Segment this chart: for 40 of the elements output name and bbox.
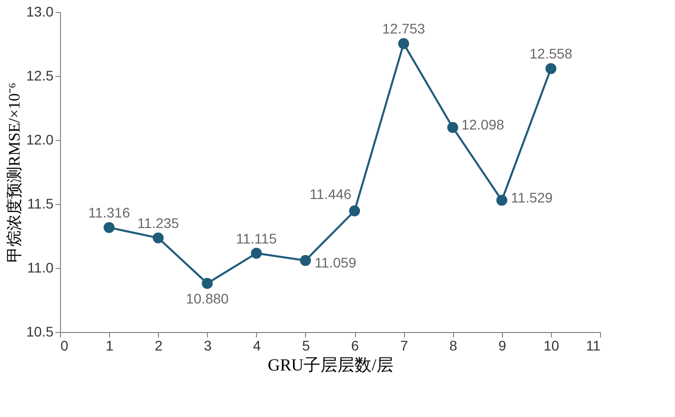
point [398,38,410,50]
x-tick-label: 0 [60,338,68,354]
y-tick-label: 11.0 [27,260,54,276]
x-tick-label: 4 [252,338,261,354]
y-tick-label: 13.0 [26,4,54,20]
x-tick-label: 3 [204,338,212,354]
x-axis-title: GRU子层层数/层 [268,356,394,374]
point [202,278,213,289]
y-axis-title: 甲烷浓度预测RMSE/×10⁻⁶ [5,82,24,262]
data-label: 12.098 [461,116,504,132]
data-label: 11.529 [510,189,553,206]
data-label: 11.446 [310,186,352,202]
y-tick-label: 12.5 [26,68,54,84]
point [349,205,360,216]
data-label: 12.558 [529,46,573,62]
y-tick-label: 11.5 [27,196,54,212]
y-tick-label: 10.5 [26,324,54,340]
point [104,222,115,234]
data-label: 11.316 [88,204,130,221]
y-tick-label: 12.0 [26,132,54,148]
point [496,194,508,206]
point [250,248,262,259]
x-tick-label: 5 [302,338,310,354]
x-tick-label: 2 [154,338,163,354]
x-tick-label: 6 [351,338,360,354]
data-label: 11.059 [314,254,357,270]
x-tick-label: 1 [106,338,114,354]
point [447,122,458,133]
x-tick-label: 11 [586,338,601,354]
data-label: 12.753 [382,20,426,37]
x-tick-label: 9 [498,338,506,354]
x-tick-label: 10 [544,338,560,354]
data-label: 11.235 [137,214,180,231]
x-tick-label: 8 [449,338,458,354]
data-label: 10.880 [186,290,229,306]
point [545,63,556,74]
x-tick-label: 7 [400,338,408,354]
data-label: 11.115 [236,230,277,246]
point [300,254,311,266]
point [152,232,164,244]
